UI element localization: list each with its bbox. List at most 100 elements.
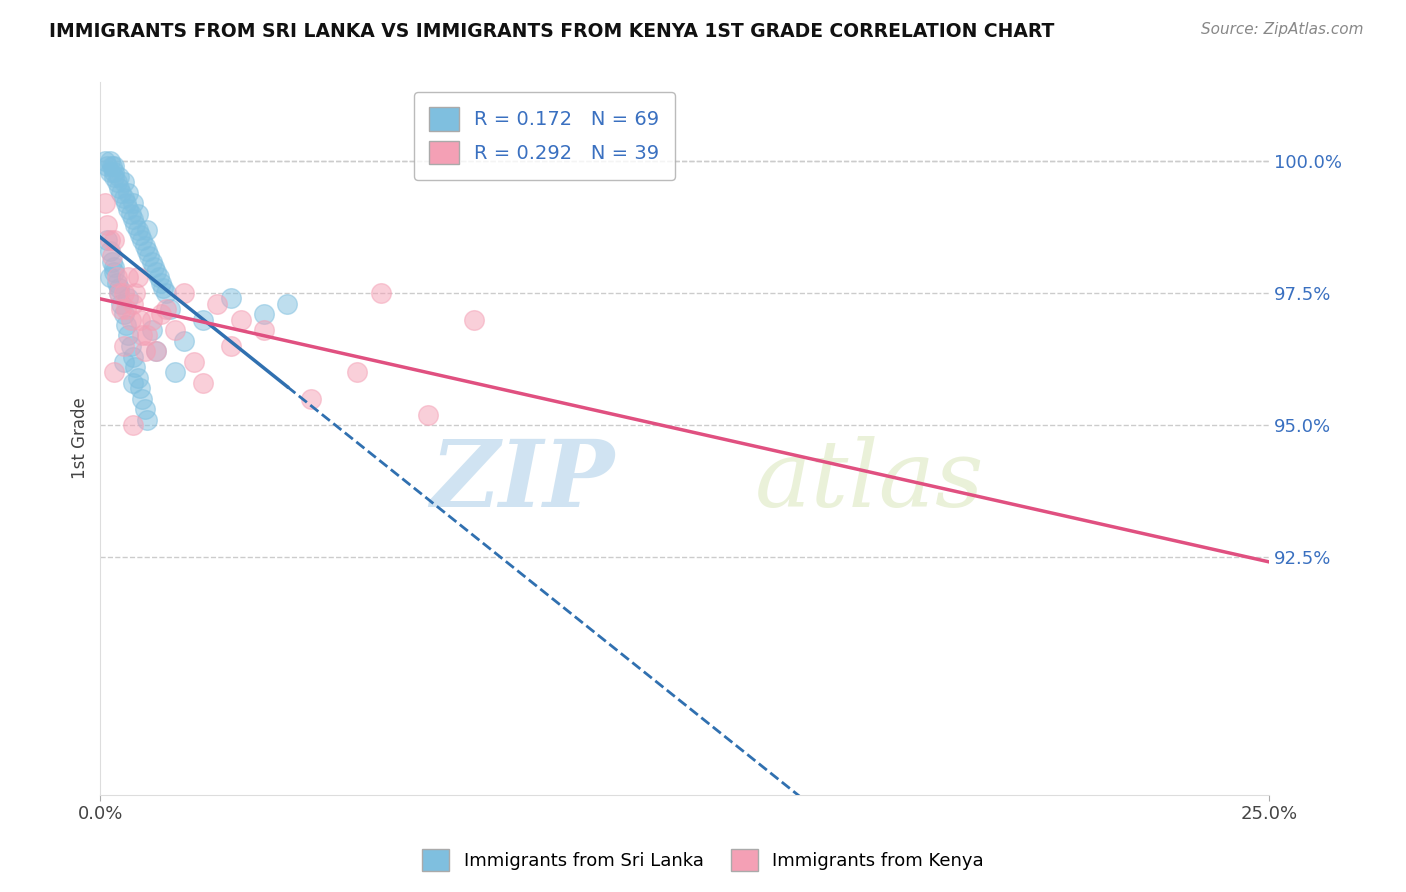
Point	[127, 207, 149, 221]
Point	[110, 297, 132, 311]
Point	[463, 312, 485, 326]
Legend: R = 0.172   N = 69, R = 0.292   N = 39: R = 0.172 N = 69, R = 0.292 N = 39	[413, 92, 675, 180]
Point	[148, 270, 170, 285]
Text: IMMIGRANTS FROM SRI LANKA VS IMMIGRANTS FROM KENYA 1ST GRADE CORRELATION CHART: IMMIGRANTS FROM SRI LANKA VS IMMIGRANTS …	[49, 22, 1054, 41]
Point	[103, 260, 125, 274]
Point	[136, 244, 159, 258]
Point	[131, 328, 153, 343]
Y-axis label: 1st Grade: 1st Grade	[72, 398, 89, 479]
Point	[136, 223, 159, 237]
Point	[183, 355, 205, 369]
Point	[145, 265, 167, 279]
Point	[124, 218, 146, 232]
Point	[98, 164, 121, 178]
Point	[129, 228, 152, 243]
Point	[101, 249, 124, 263]
Point	[136, 328, 159, 343]
Point	[141, 323, 163, 337]
Point	[370, 286, 392, 301]
Point	[110, 186, 132, 200]
Point	[105, 175, 128, 189]
Point	[117, 186, 139, 200]
Point	[112, 175, 135, 189]
Point	[124, 286, 146, 301]
Point	[219, 339, 242, 353]
Point	[159, 301, 181, 316]
Point	[120, 339, 142, 353]
Point	[145, 344, 167, 359]
Point	[155, 301, 177, 316]
Point	[103, 169, 125, 184]
Point	[138, 249, 160, 263]
Point	[108, 169, 131, 184]
Point	[129, 312, 152, 326]
Point	[103, 160, 125, 174]
Text: Source: ZipAtlas.com: Source: ZipAtlas.com	[1201, 22, 1364, 37]
Point	[145, 344, 167, 359]
Point	[112, 339, 135, 353]
Point	[115, 196, 138, 211]
Point	[112, 191, 135, 205]
Point	[127, 270, 149, 285]
Point	[134, 344, 156, 359]
Point	[103, 164, 125, 178]
Point	[120, 312, 142, 326]
Point	[155, 286, 177, 301]
Point	[122, 297, 145, 311]
Point	[253, 307, 276, 321]
Point	[129, 381, 152, 395]
Point	[101, 160, 124, 174]
Point	[105, 270, 128, 285]
Text: atlas: atlas	[755, 436, 984, 526]
Point	[115, 301, 138, 316]
Point	[346, 366, 368, 380]
Point	[131, 392, 153, 406]
Point	[165, 366, 187, 380]
Point	[103, 265, 125, 279]
Point	[94, 154, 117, 169]
Point	[193, 376, 215, 390]
Point	[253, 323, 276, 337]
Point	[117, 270, 139, 285]
Point	[94, 196, 117, 211]
Point	[105, 276, 128, 290]
Point	[112, 307, 135, 321]
Point	[416, 408, 439, 422]
Point	[112, 355, 135, 369]
Point	[108, 286, 131, 301]
Point	[152, 281, 174, 295]
Point	[141, 312, 163, 326]
Point	[112, 286, 135, 301]
Point	[101, 254, 124, 268]
Point	[96, 160, 118, 174]
Point	[115, 318, 138, 332]
Point	[299, 392, 322, 406]
Point	[117, 292, 139, 306]
Point	[110, 301, 132, 316]
Point	[122, 376, 145, 390]
Point	[103, 233, 125, 247]
Point	[122, 212, 145, 227]
Point	[173, 286, 195, 301]
Point	[117, 328, 139, 343]
Point	[98, 233, 121, 247]
Point	[108, 180, 131, 194]
Point	[122, 196, 145, 211]
Point	[134, 402, 156, 417]
Point	[143, 260, 166, 274]
Point	[98, 154, 121, 169]
Point	[108, 281, 131, 295]
Point	[131, 233, 153, 247]
Point	[122, 350, 145, 364]
Point	[103, 366, 125, 380]
Point	[205, 297, 228, 311]
Point	[98, 244, 121, 258]
Text: ZIP: ZIP	[430, 436, 614, 526]
Point	[127, 370, 149, 384]
Point	[141, 254, 163, 268]
Point	[117, 202, 139, 216]
Legend: Immigrants from Sri Lanka, Immigrants from Kenya: Immigrants from Sri Lanka, Immigrants fr…	[415, 842, 991, 879]
Point	[276, 297, 298, 311]
Point	[136, 413, 159, 427]
Point	[122, 418, 145, 433]
